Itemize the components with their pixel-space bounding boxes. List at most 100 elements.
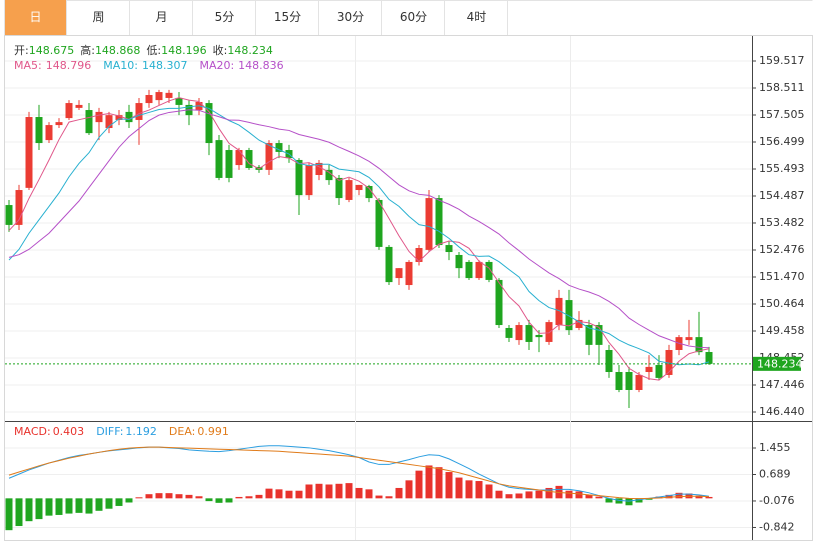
candle-body	[535, 334, 543, 338]
macd-bar	[95, 498, 103, 511]
period-tab[interactable]: 15分	[257, 0, 319, 35]
ma-line	[8, 109, 710, 349]
y-tick-label: 153.482	[759, 216, 805, 229]
candle-body	[705, 352, 713, 364]
period-tab[interactable]: 月	[131, 0, 193, 35]
candle-body	[645, 366, 653, 373]
macd-bar	[585, 494, 593, 499]
candle-body	[275, 143, 283, 152]
y-tick-label: 155.493	[759, 162, 805, 175]
macd-bar	[535, 490, 543, 499]
candle-body	[225, 150, 233, 178]
ohlc-label: 收:	[212, 44, 228, 57]
y-tick-label: 152.476	[759, 243, 805, 256]
macd-bar	[35, 498, 43, 520]
candle-body	[435, 198, 443, 246]
macd-bar	[615, 498, 623, 504]
macd-bar	[675, 492, 683, 499]
candle-body	[175, 97, 183, 105]
candle-body	[555, 297, 563, 326]
candle-body	[35, 117, 43, 144]
y-tick-label: 159.517	[759, 54, 805, 67]
y-tick-label: -0.842	[759, 520, 794, 533]
macd-bar	[625, 498, 633, 506]
candle-body	[515, 325, 523, 341]
macd-bar	[515, 493, 523, 499]
candle-body	[75, 104, 83, 108]
macd-bar	[325, 484, 333, 499]
candle-body	[405, 261, 413, 286]
macd-bar	[145, 494, 153, 499]
macd-bar	[385, 496, 393, 499]
macd-bar	[165, 493, 173, 499]
macd-bar	[135, 497, 143, 499]
candle-body	[345, 180, 353, 200]
candle-body	[305, 165, 313, 196]
y-tick-label: 157.505	[759, 108, 805, 121]
candle-body	[295, 159, 303, 196]
macd-bar	[665, 494, 673, 499]
ohlc-item: 开:148.675	[14, 44, 74, 57]
macd-bar	[85, 498, 93, 514]
candle-body	[55, 122, 63, 126]
macd-bar	[205, 498, 213, 502]
macd-legend: MACD: 0.403 DIFF: 1.192 DEA: 0.991	[14, 425, 241, 438]
macd-bar	[355, 487, 363, 499]
period-tab[interactable]: 30分	[320, 0, 382, 35]
legend-value: 148.307	[141, 59, 188, 72]
candle-body	[605, 349, 613, 373]
candle-body	[205, 103, 213, 144]
candle-body	[265, 143, 273, 170]
candle-body	[135, 103, 143, 120]
period-tab[interactable]: 4时	[446, 0, 508, 35]
candle-body	[165, 92, 173, 98]
candle-body	[235, 150, 243, 166]
macd-bar	[5, 498, 13, 531]
macd-bar	[495, 490, 503, 499]
candle-body	[325, 169, 333, 181]
candle-body	[25, 117, 33, 188]
macd-bar	[565, 490, 573, 499]
macd-bar	[405, 480, 413, 499]
ma-line	[8, 97, 710, 381]
period-tab[interactable]: 60分	[383, 0, 445, 35]
y-tick-label: 154.487	[759, 189, 805, 202]
macd-bar	[425, 465, 433, 499]
ohlc-item: 收:148.234	[213, 44, 273, 57]
candle-body	[385, 246, 393, 283]
candle-body	[595, 325, 603, 345]
macd-bar	[655, 496, 663, 499]
macd-bar	[575, 491, 583, 499]
macd-bar	[75, 498, 83, 513]
candle-body	[585, 325, 593, 345]
period-tab[interactable]: 5分	[194, 0, 256, 35]
ohlc-label: 高:	[80, 44, 95, 57]
macd-bar	[305, 484, 313, 499]
period-tab[interactable]: 日	[5, 0, 67, 35]
candle-body	[635, 374, 643, 390]
macd-bar	[375, 495, 383, 499]
y-tick-label: 151.470	[759, 270, 805, 283]
candle-body	[475, 261, 483, 279]
ohlc-value: 148.234	[227, 44, 273, 57]
ohlc-value: 148.868	[94, 44, 141, 57]
macd-bar	[485, 484, 493, 499]
macd-bar	[25, 498, 33, 522]
candle-body	[425, 198, 433, 250]
macd-bar	[545, 487, 553, 499]
period-tab[interactable]: 周	[68, 0, 130, 35]
macd-bar	[505, 494, 513, 499]
candle-body	[525, 325, 533, 342]
ohlc-item: 高:148.868	[80, 44, 140, 57]
macd-bar	[65, 498, 73, 514]
ma-line	[8, 105, 710, 366]
macd-bar	[445, 472, 453, 499]
candle-body	[465, 261, 473, 279]
candle-body	[315, 162, 323, 175]
macd-bar	[605, 498, 613, 503]
macd-bar	[435, 467, 443, 499]
macd-bar	[695, 495, 703, 499]
ohlc-label: 开:	[14, 44, 29, 57]
y-tick-label: 158.511	[759, 81, 805, 94]
